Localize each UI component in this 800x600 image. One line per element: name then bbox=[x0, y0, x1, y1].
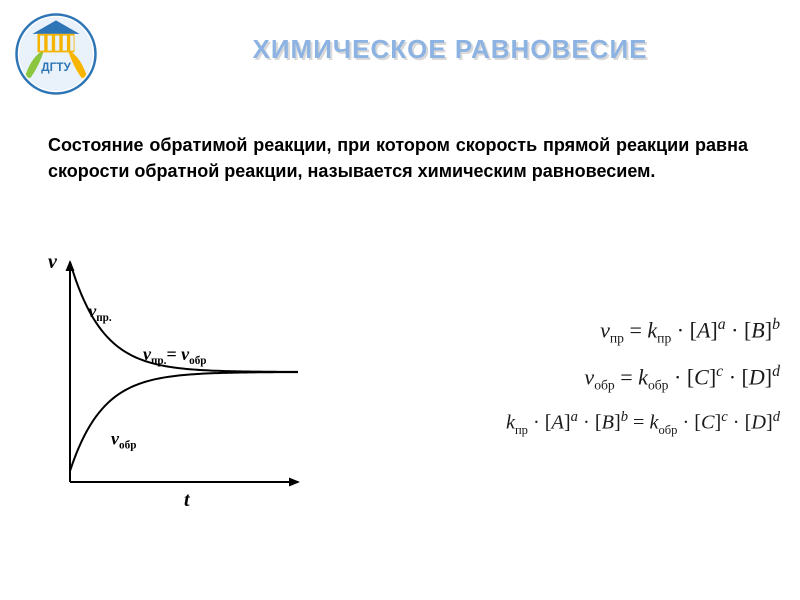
svg-text:ДГТУ: ДГТУ bbox=[41, 61, 71, 74]
eq-forward-rate: vпр = kпр · [A]a · [B]b bbox=[380, 316, 780, 347]
eq-equilibrium: kпр · [A]a · [B]b = kобр · [C]c · [D]d bbox=[380, 409, 780, 438]
slide: ДГТУ ХИМИЧЕСКОЕ РАВНОВЕСИЕ Состояние обр… bbox=[0, 0, 800, 600]
rate-vs-time-chart: v t vпр.= vобр vпр. vобр bbox=[36, 246, 336, 516]
svg-text:v: v bbox=[48, 251, 58, 273]
svg-text:t: t bbox=[184, 489, 191, 511]
equations-block: vпр = kпр · [A]a · [B]b vобр = kобр · [C… bbox=[380, 300, 780, 454]
svg-text:vпр.: vпр. bbox=[88, 301, 112, 324]
university-logo: ДГТУ bbox=[14, 12, 98, 96]
eq-reverse-rate: vобр = kобр · [C]c · [D]d bbox=[380, 363, 780, 394]
svg-text:vобр: vобр bbox=[111, 429, 136, 452]
definition-text: Состояние обратимой реакции, при котором… bbox=[48, 132, 748, 184]
slide-title: ХИМИЧЕСКОЕ РАВНОВЕСИЕ bbox=[140, 34, 760, 65]
svg-text:vпр.= vобр: vпр.= vобр bbox=[143, 344, 207, 367]
